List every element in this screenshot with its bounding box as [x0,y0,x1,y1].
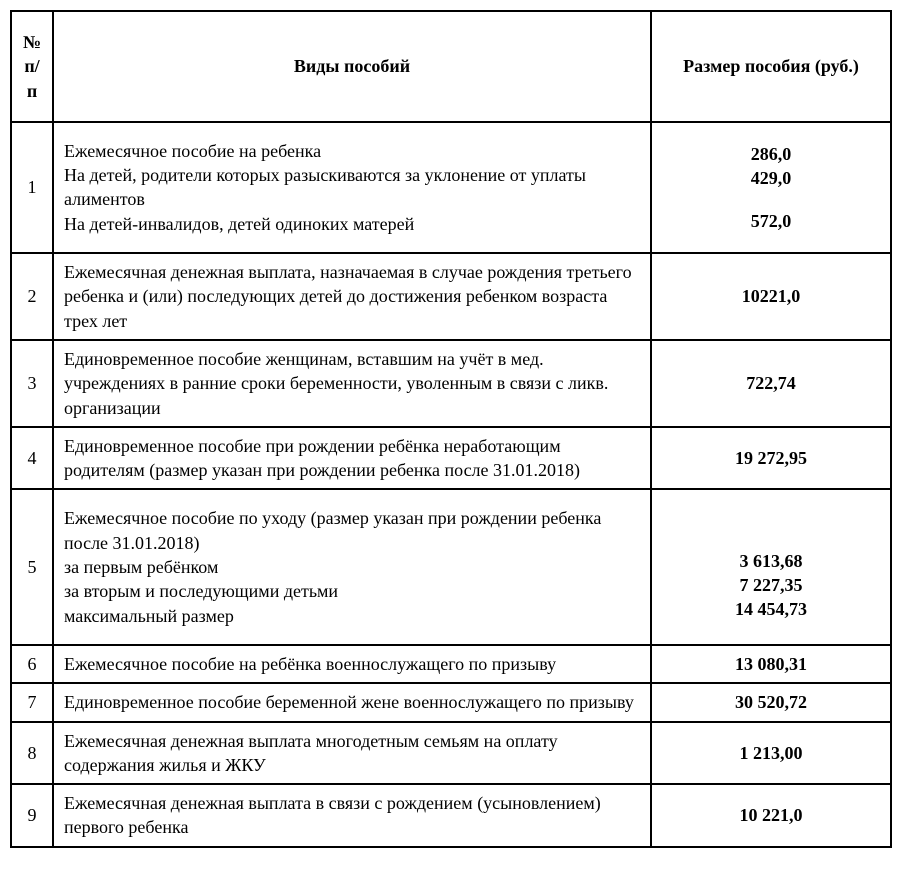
header-number-l2: п/п [22,54,42,103]
table-header-row: № п/п Виды пособий Размер пособия (руб.) [11,11,891,122]
table-row: 7 Единовременное пособие беременной жене… [11,683,891,721]
row-amount: 10221,0 [651,253,891,340]
header-number: № п/п [11,11,53,122]
row-description: Ежемесячная денежная выплата в связи с р… [53,784,651,847]
row-number: 5 [11,489,53,644]
row-description: Единовременное пособие при рождении ребё… [53,427,651,490]
table-row: 4 Единовременное пособие при рождении ре… [11,427,891,490]
row-description: Единовременное пособие женщинам, вставши… [53,340,651,427]
row-description: Ежемесячная денежная выплата многодетным… [53,722,651,785]
row-number: 4 [11,427,53,490]
table-row: 5 Ежемесячное пособие по уходу (размер у… [11,489,891,644]
row-amount: 1 213,00 [651,722,891,785]
row-number: 9 [11,784,53,847]
row-amount: 13 080,31 [651,645,891,683]
row-amount: 19 272,95 [651,427,891,490]
row-description: Ежемесячное пособие по уходу (размер ука… [53,489,651,644]
row-amount: 286,0 429,0 572,0 [651,122,891,253]
table-row: 1 Ежемесячное пособие на ребенка На дете… [11,122,891,253]
row-amount: 3 613,68 7 227,35 14 454,73 [651,489,891,644]
table-row: 6 Ежемесячное пособие на ребёнка военнос… [11,645,891,683]
row-number: 7 [11,683,53,721]
table-row: 2 Ежемесячная денежная выплата, назначае… [11,253,891,340]
table-row: 3 Единовременное пособие женщинам, встав… [11,340,891,427]
row-description: Ежемесячное пособие на ребенка На детей,… [53,122,651,253]
row-number: 8 [11,722,53,785]
row-number: 2 [11,253,53,340]
table-row: 8 Ежемесячная денежная выплата многодетн… [11,722,891,785]
row-amount: 30 520,72 [651,683,891,721]
row-number: 6 [11,645,53,683]
row-amount: 10 221,0 [651,784,891,847]
row-number: 1 [11,122,53,253]
header-number-l1: № [22,30,42,54]
table-row: 9 Ежемесячная денежная выплата в связи с… [11,784,891,847]
row-description: Единовременное пособие беременной жене в… [53,683,651,721]
benefits-table: № п/п Виды пособий Размер пособия (руб.)… [10,10,892,848]
header-amount: Размер пособия (руб.) [651,11,891,122]
row-amount: 722,74 [651,340,891,427]
row-description: Ежемесячное пособие на ребёнка военнослу… [53,645,651,683]
row-number: 3 [11,340,53,427]
row-description: Ежемесячная денежная выплата, назначаема… [53,253,651,340]
header-type: Виды пособий [53,11,651,122]
